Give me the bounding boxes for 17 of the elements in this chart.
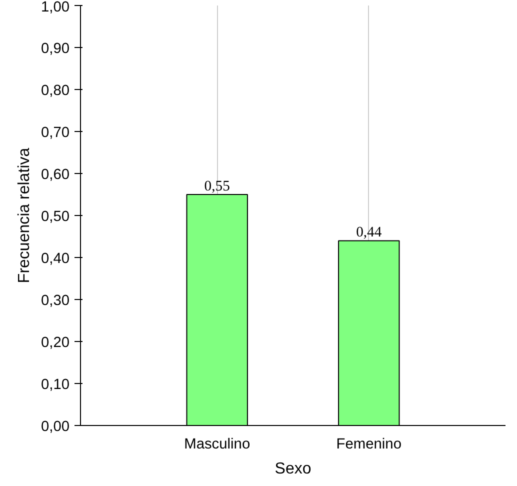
y-tick-label: 0,00 — [40, 419, 70, 435]
y-tick-label: 0,40 — [40, 251, 70, 267]
y-tick-label: 0,60 — [40, 167, 70, 183]
y-tick-label: 0,50 — [40, 209, 70, 225]
y-tick-label: 0,90 — [40, 41, 70, 57]
x-tick-label: Femenino — [336, 436, 402, 452]
y-tick-label: 0,10 — [40, 377, 70, 393]
y-tick-label: 0,70 — [40, 125, 70, 141]
data-label: 0,44 — [356, 224, 382, 241]
y-tick-label: 0,20 — [40, 335, 70, 351]
y-tick-label: 1,00 — [40, 0, 70, 16]
y-tick-label: 0,80 — [40, 83, 70, 99]
x-tick-label: Masculino — [184, 436, 250, 452]
y-tick-label: 0,30 — [40, 293, 70, 309]
y-axis-title: Frecuencia relativa — [16, 148, 33, 284]
data-label: 0,55 — [204, 178, 230, 194]
x-axis-title: Sexo — [274, 460, 312, 478]
